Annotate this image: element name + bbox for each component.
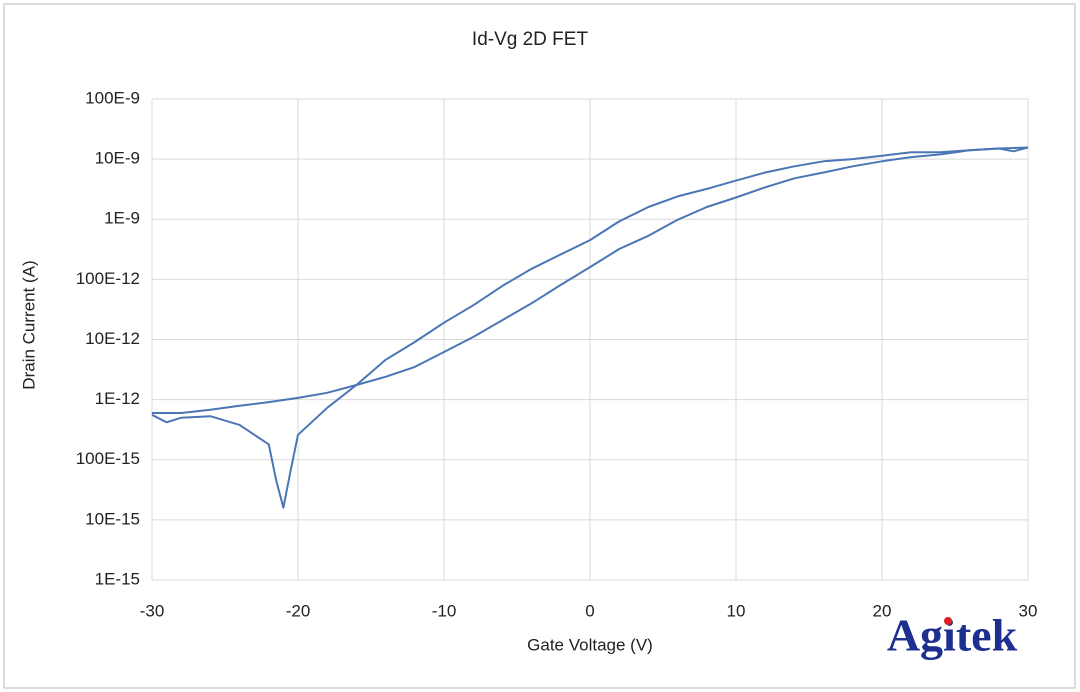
x-axis-title: Gate Voltage (V) <box>527 635 653 654</box>
x-tick-label: -20 <box>286 601 311 620</box>
y-tick-label: 100E-15 <box>76 449 140 468</box>
y-tick-label: 100E-9 <box>85 88 140 107</box>
chart-title: Id-Vg 2D FET <box>472 29 589 50</box>
y-tick-label: 1E-9 <box>104 209 140 228</box>
y-tick-label: 1E-15 <box>95 569 140 588</box>
data-line <box>151 146 1029 509</box>
x-tick-label: -30 <box>140 601 165 620</box>
x-tick-label: 10 <box>727 601 746 620</box>
x-tick-label: 30 <box>1019 601 1038 620</box>
y-tick-label: 100E-12 <box>76 269 140 288</box>
y-axis-title: Drain Current (A) <box>19 260 38 389</box>
x-tick-label: -10 <box>432 601 457 620</box>
y-tick-label: 10E-15 <box>85 509 140 528</box>
watermark: Agitek <box>887 610 1018 661</box>
data-line <box>152 146 1029 414</box>
y-tick-label: 1E-12 <box>95 389 140 408</box>
y-tick-label: 10E-9 <box>95 149 140 168</box>
x-tick-label: 0 <box>585 601 594 620</box>
watermark-dot <box>944 617 952 625</box>
y-tick-label: 10E-12 <box>85 329 140 348</box>
x-tick-label: 20 <box>873 601 892 620</box>
chart-frame <box>3 3 1076 689</box>
